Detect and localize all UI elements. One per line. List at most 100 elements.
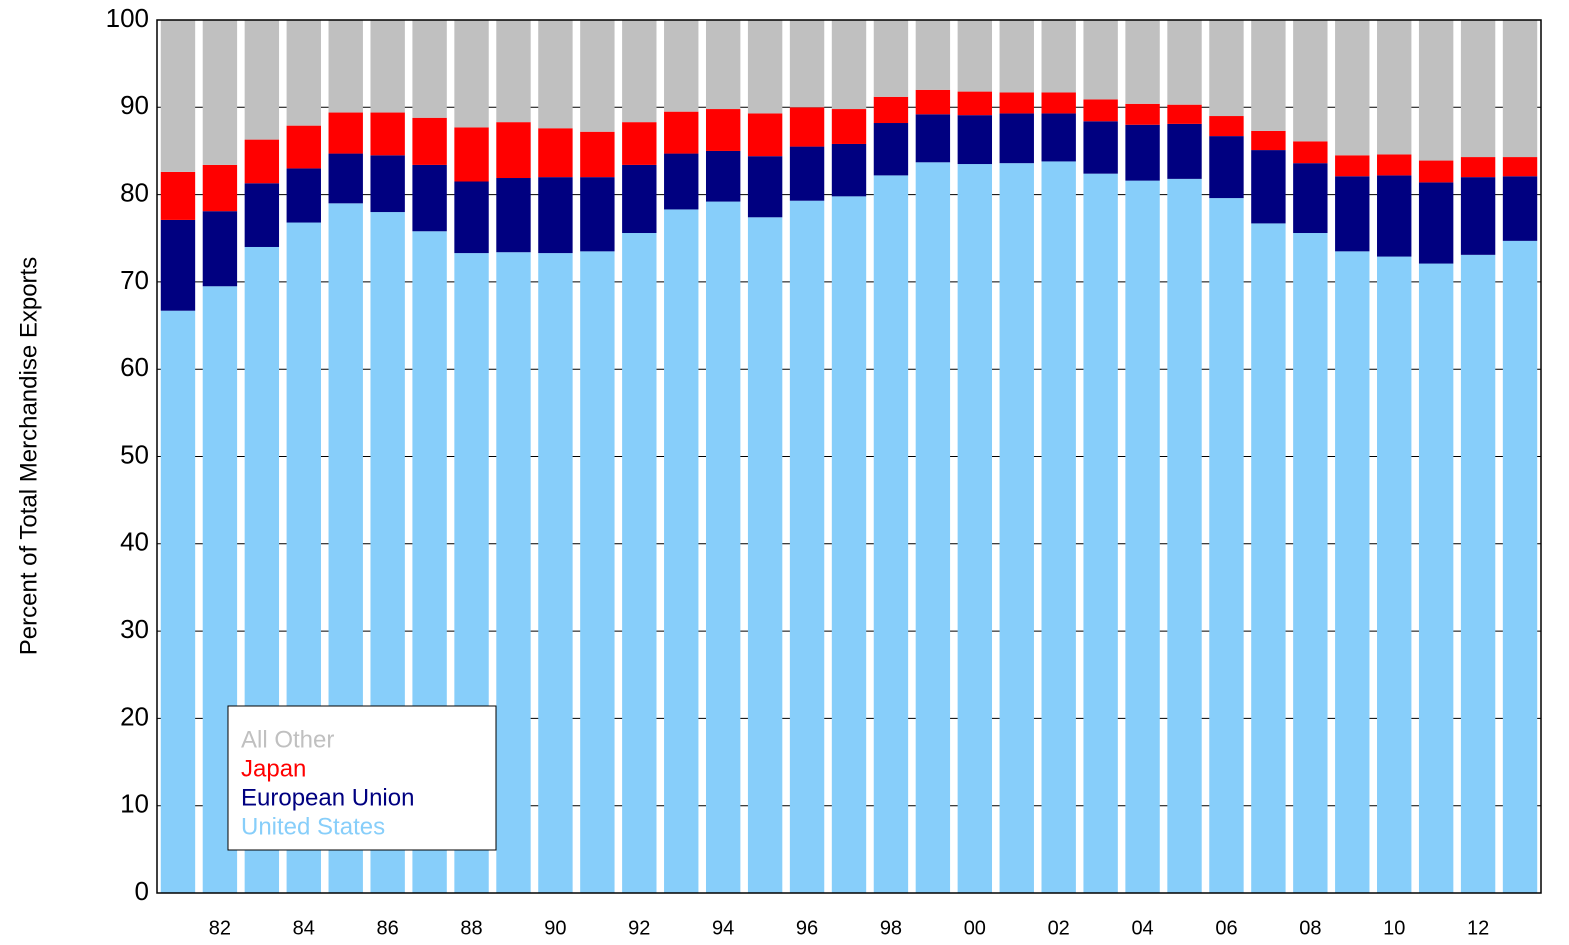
bar-segment	[1293, 20, 1328, 142]
bar-segment	[831, 196, 867, 893]
bar-segment	[1167, 20, 1202, 105]
legend-entry: All Other	[241, 726, 334, 753]
bar-segment	[328, 153, 363, 204]
x-tick-label: 00	[964, 917, 986, 939]
bar-segment	[1418, 182, 1454, 264]
bar-segment	[1335, 176, 1370, 252]
y-tick-label: 30	[120, 614, 149, 644]
bar-segment	[538, 128, 573, 178]
bar-segment	[705, 201, 741, 894]
bar-segment	[1125, 20, 1160, 104]
bar-segment	[873, 123, 909, 176]
bar-segment	[1209, 136, 1244, 199]
bar-segment	[1293, 233, 1328, 894]
bar-segment	[496, 252, 531, 893]
bar-segment	[1418, 263, 1454, 893]
bar-segment	[1418, 160, 1454, 183]
bar-segment	[705, 150, 741, 202]
bar-segment	[1418, 20, 1454, 161]
x-tick-label: 10	[1383, 917, 1405, 939]
bar-segment	[496, 178, 531, 253]
x-tick-label: 88	[460, 917, 482, 939]
bar-segment	[286, 20, 321, 126]
x-tick-label: 98	[880, 917, 902, 939]
legend-entry: Japan	[241, 755, 306, 782]
bar-segment	[747, 217, 783, 894]
bar-segment	[1083, 121, 1118, 174]
bar-segment	[789, 20, 825, 108]
x-tick-label: 04	[1131, 917, 1153, 939]
bar-segment	[1041, 92, 1076, 114]
bar-segment	[915, 20, 951, 90]
bar-segment	[789, 146, 825, 201]
bar-segment	[1083, 99, 1118, 122]
bar-segment	[664, 209, 699, 894]
bar-segment	[496, 20, 531, 123]
bar-segment	[202, 20, 238, 165]
bar-segment	[160, 310, 196, 894]
bar-segment	[1335, 155, 1370, 177]
bar-segment	[538, 177, 573, 254]
bar-segment	[454, 181, 489, 254]
x-tick-label: 84	[293, 917, 315, 939]
bar-segment	[873, 20, 909, 97]
y-tick-label: 60	[120, 352, 149, 382]
bar-segment	[580, 20, 615, 132]
bar-segment	[1251, 20, 1286, 131]
x-tick-label: 92	[628, 917, 650, 939]
bar-segment	[1041, 113, 1076, 162]
bar-segment	[622, 122, 657, 165]
y-tick-label: 40	[120, 527, 149, 557]
y-tick-label: 100	[106, 3, 149, 33]
legend-entry: European Union	[241, 784, 414, 811]
bar-segment	[1125, 103, 1160, 125]
bar-segment	[1377, 175, 1412, 257]
bar-segment	[1209, 198, 1244, 894]
bar-segment	[1460, 157, 1496, 178]
bar-segment	[1083, 20, 1118, 100]
y-tick-label: 50	[120, 439, 149, 469]
bar-segment	[789, 107, 825, 147]
bar-segment	[1251, 150, 1286, 224]
bar-segment	[747, 156, 783, 218]
bar-segment	[1209, 116, 1244, 137]
bar-segment	[664, 111, 699, 154]
bar-segment	[664, 153, 699, 210]
bar-segment	[1502, 20, 1538, 158]
bar-segment	[328, 20, 363, 113]
bar-segment	[957, 91, 993, 116]
bar-segment	[370, 112, 405, 156]
y-tick-label: 10	[120, 789, 149, 819]
bar-segment	[580, 131, 615, 178]
bar-segment	[957, 164, 993, 894]
bar-segment	[160, 20, 196, 172]
bar-segment	[1293, 163, 1328, 234]
bar-segment	[957, 115, 993, 165]
bar-segment	[664, 20, 699, 112]
bar-segment	[202, 211, 238, 287]
bar-segment	[202, 164, 238, 212]
x-tick-label: 08	[1299, 917, 1321, 939]
bar-segment	[370, 20, 405, 113]
plot-frame	[156, 19, 1542, 894]
bar-segment	[160, 219, 196, 311]
y-tick-label: 20	[120, 701, 149, 731]
x-tick-label: 94	[712, 917, 734, 939]
x-tick-label: 86	[377, 917, 399, 939]
bar-segment	[999, 113, 1034, 164]
y-tick-label: 80	[120, 177, 149, 207]
bar-segment	[1293, 141, 1328, 164]
bar-segment	[244, 139, 280, 184]
legend-box	[227, 705, 497, 851]
bar-segment	[705, 109, 741, 151]
bar-segment	[1502, 157, 1538, 177]
bar-segment	[412, 164, 447, 232]
bar-segment	[1335, 251, 1370, 894]
bar-segment	[370, 155, 405, 213]
bar-segment	[1125, 124, 1160, 181]
bar-segment	[1167, 104, 1202, 124]
bar-segment	[1209, 20, 1244, 117]
bar-segment	[873, 96, 909, 124]
bar-segment	[705, 20, 741, 110]
